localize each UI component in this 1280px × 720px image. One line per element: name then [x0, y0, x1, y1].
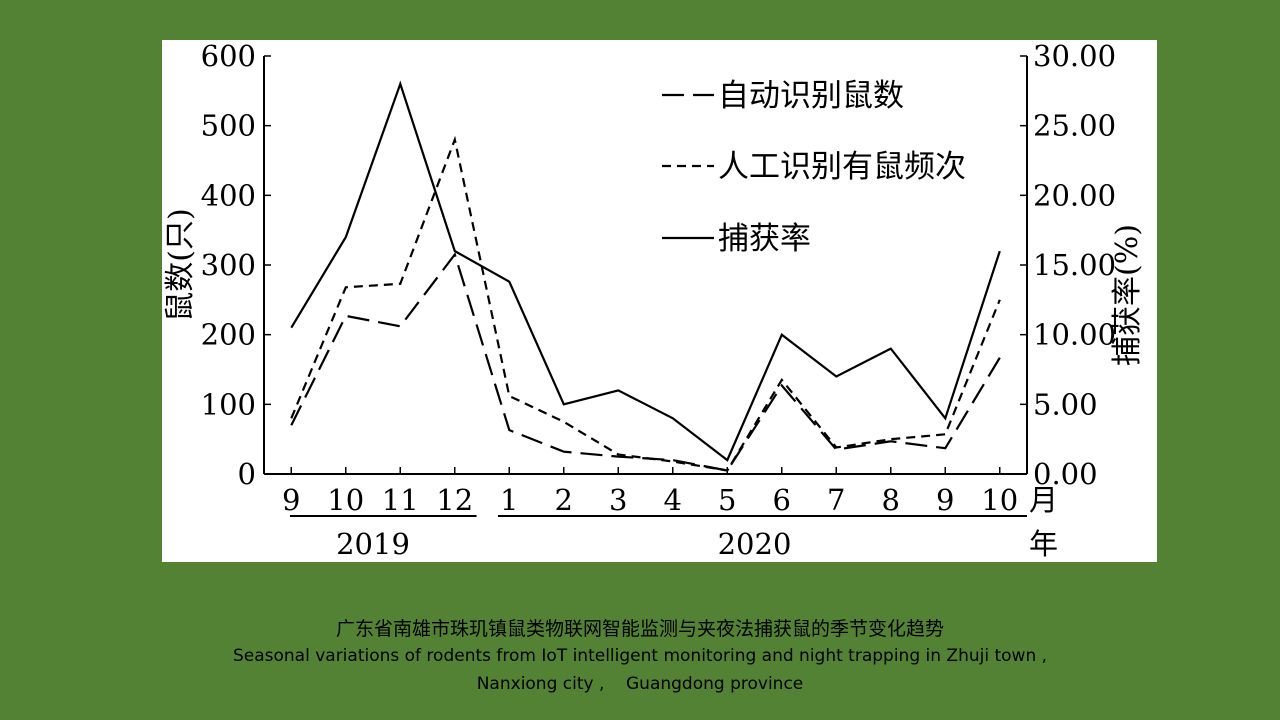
caption-english-line-2: Nanxiong city , Guangdong province — [476, 674, 804, 694]
x-tick-label: 7 — [827, 483, 845, 517]
y-right-tick-label: 25.00 — [1033, 109, 1116, 143]
x-tick-label: 10 — [327, 483, 364, 517]
x-tick-label: 12 — [436, 483, 473, 517]
year-unit-label: 年 — [1029, 527, 1058, 561]
chart-panel: 0 100 200 300 400 500 600 0.00 5.00 10.00 15.00 20.… — [162, 40, 1157, 562]
x-tick-label: 1 — [500, 483, 518, 517]
series-line-2 — [290, 135, 1001, 472]
caption-english-line-1: Seasonal variations of rodents from IoT … — [232, 646, 1048, 666]
legend-label-1: 自动识别鼠数 — [718, 78, 904, 114]
x-tick-label: 9 — [282, 483, 300, 517]
caption-chinese: 广东省南雄市珠玑镇鼠类物联网智能监测与夹夜法捕获鼠的季节变化趋势 — [335, 618, 944, 640]
y-left-tick-label: 400 — [201, 178, 256, 212]
y-right-tick-label: 0.00 — [1033, 457, 1098, 491]
y-left-tick-label: 100 — [201, 387, 256, 421]
x-tick-label: 11 — [382, 483, 419, 517]
x-tick-label: 5 — [718, 483, 736, 517]
y-right-tick-label: 10.00 — [1033, 318, 1116, 352]
x-tick-label: 8 — [882, 483, 900, 517]
year-label: 2020 — [718, 527, 792, 561]
y-left-tick-label: 300 — [201, 248, 256, 282]
x-unit-label: 月 — [1029, 483, 1058, 517]
y-left-tick-label: 0 — [238, 457, 256, 491]
y-right-tick-label: 5.00 — [1033, 387, 1098, 421]
y-left-tick-label: 600 — [201, 40, 256, 73]
y-left-tick-label: 200 — [201, 318, 256, 352]
y-right-axis-title: 捕获率(%) — [1110, 224, 1145, 366]
legend-label-3: 捕获率 — [718, 221, 811, 257]
series-lines — [290, 80, 1001, 472]
x-tick-label: 6 — [773, 483, 791, 517]
y-right-tick-label: 30.00 — [1033, 40, 1116, 73]
series-line-3 — [290, 80, 1001, 462]
series-line-1 — [290, 252, 1001, 472]
y-left-axis-title: 鼠数(只) — [163, 208, 198, 321]
x-tick-label: 10 — [981, 483, 1018, 517]
x-tick-label: 3 — [609, 483, 627, 517]
y-right-tick-label: 15.00 — [1033, 248, 1116, 282]
line-chart: 0 100 200 300 400 500 600 0.00 5.00 10.00 15.00 20.… — [163, 40, 1145, 561]
year-label: 2019 — [336, 527, 410, 561]
x-tick-label: 4 — [664, 483, 682, 517]
y-right-tick-label: 20.00 — [1033, 178, 1116, 212]
legend-label-2: 人工识别有鼠频次 — [718, 149, 966, 185]
y-left-tick-label: 500 — [201, 109, 256, 143]
axes: 0 100 200 300 400 500 600 0.00 5.00 10.00 15.00 20.… — [163, 40, 1145, 561]
x-tick-label: 9 — [936, 483, 954, 517]
x-tick-label: 2 — [555, 483, 573, 517]
